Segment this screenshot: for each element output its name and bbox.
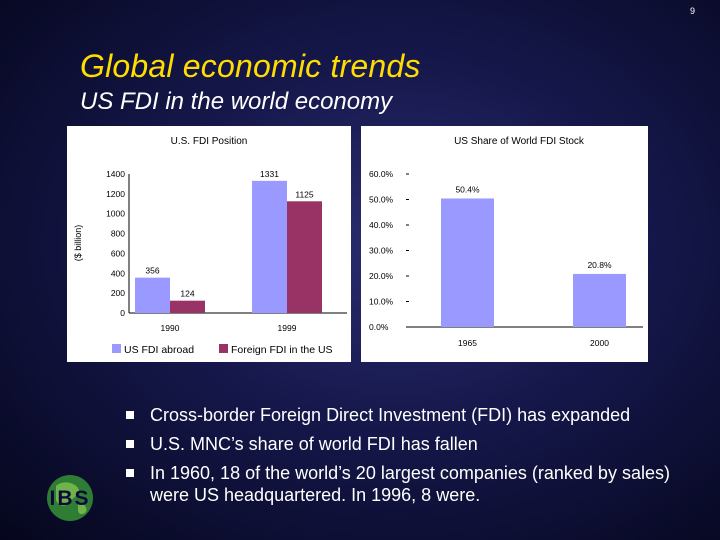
chart2-ytick-label: 50.0% — [369, 195, 394, 205]
chart1-ytick-label: 1000 — [106, 209, 125, 219]
legend-label-us-fdi-abroad: US FDI abroad — [124, 344, 194, 356]
chart1-bar — [252, 180, 287, 313]
bullet-item: U.S. MNC’s share of world FDI has fallen — [126, 433, 690, 455]
bullet-square-icon — [126, 440, 134, 448]
chart1-bar — [287, 201, 322, 313]
bullet-text: U.S. MNC’s share of world FDI has fallen — [150, 434, 478, 454]
bullet-list: Cross-border Foreign Direct Investment (… — [126, 404, 690, 513]
chart1-data-label: 1125 — [295, 189, 314, 199]
chart1-ytick-label: 200 — [111, 288, 125, 298]
bullet-square-icon — [126, 411, 134, 419]
bullet-square-icon — [126, 469, 134, 477]
chart1-ytick-label: 1400 — [106, 169, 125, 179]
chart1-ytick-label: 1200 — [106, 189, 125, 199]
chart1-data-label: 1331 — [260, 169, 279, 179]
fdi-position-chart-svg: U.S. FDI Position ($ billion) 1400 1200 10… — [73, 136, 347, 356]
chart2-ytick-label: 0.0% — [369, 322, 389, 332]
legend-swatch-foreign-fdi — [219, 344, 228, 353]
chart1-xtick-label: 1990 — [161, 323, 180, 333]
chart1-ytick-label: 800 — [111, 229, 125, 239]
fdi-position-chart: U.S. FDI Position ($ billion) 1400 1200 10… — [67, 126, 351, 362]
chart2-bar — [441, 198, 494, 327]
slide-subtitle: US FDI in the world economy — [80, 88, 393, 115]
bullet-text: In 1960, 18 of the world’s 20 largest co… — [150, 463, 670, 505]
chart1-bar — [135, 277, 170, 313]
logo-text: IBS — [49, 487, 90, 510]
chart2-ytick-label: 10.0% — [369, 297, 394, 307]
chart2-ytick-label: 20.0% — [369, 271, 394, 281]
chart1-ytick-label: 400 — [111, 268, 125, 278]
legend-label-foreign-fdi: Foreign FDI in the US — [231, 344, 333, 356]
bullet-item: Cross-border Foreign Direct Investment (… — [126, 404, 690, 426]
chart1-ylabel: ($ billion) — [73, 225, 83, 262]
chart1-data-label: 124 — [180, 289, 194, 299]
chart2-title: US Share of World FDI Stock — [454, 136, 585, 147]
chart2-bar — [573, 273, 626, 327]
logo-land — [56, 482, 80, 506]
chart1-xtick-label: 1999 — [278, 323, 297, 333]
chart2-xtick-label: 1965 — [458, 338, 477, 348]
chart2-ytick-label: 30.0% — [369, 246, 394, 256]
legend-swatch-us-fdi-abroad — [112, 344, 121, 353]
chart2-data-label: 50.4% — [455, 184, 480, 194]
page-number: 9 — [689, 6, 695, 16]
chart2-xtick-label: 2000 — [590, 338, 609, 348]
us-share-chart-svg: US Share of World FDI Stock 60.0% 50.0% 40… — [369, 136, 643, 348]
chart1-data-label: 356 — [145, 266, 159, 276]
logo-land-2 — [78, 503, 87, 515]
slide-title: Global economic trends — [80, 48, 421, 84]
chart1-title: U.S. FDI Position — [171, 136, 248, 147]
chart2-ytick-label: 40.0% — [369, 220, 394, 230]
chart2-ytick-label: 60.0% — [369, 169, 394, 179]
chart1-ytick-label: 0 — [120, 308, 125, 318]
chart1-bar — [170, 300, 205, 313]
bullet-text: Cross-border Foreign Direct Investment (… — [150, 405, 631, 425]
ibs-globe-logo: IBS — [47, 475, 93, 521]
bullet-item: In 1960, 18 of the world’s 20 largest co… — [126, 462, 690, 506]
us-share-chart: US Share of World FDI Stock 60.0% 50.0% 40… — [361, 126, 648, 362]
chart1-ytick-label: 600 — [111, 248, 125, 258]
chart2-data-label: 20.8% — [587, 260, 612, 270]
